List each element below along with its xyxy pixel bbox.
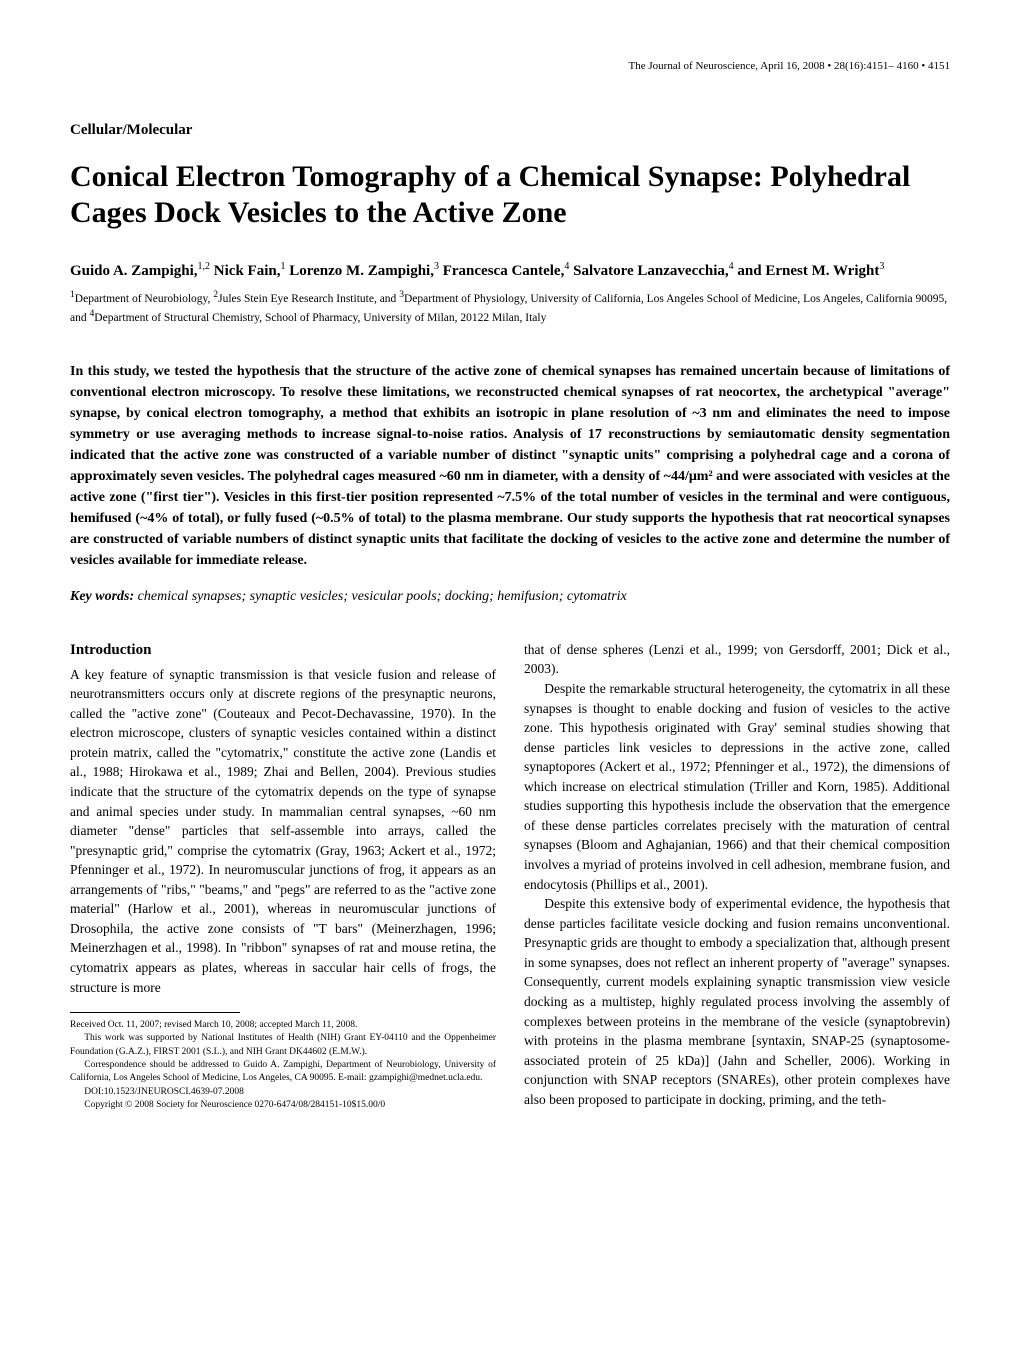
journal-line-text: The Journal of Neuroscience, April 16, 2… xyxy=(629,60,950,72)
body-paragraph: A key feature of synaptic transmission i… xyxy=(70,665,496,998)
footer-received: Received Oct. 11, 2007; revised March 10… xyxy=(70,1019,496,1032)
left-paragraphs: A key feature of synaptic transmission i… xyxy=(70,665,496,998)
right-column: that of dense spheres (Lenzi et al., 199… xyxy=(524,640,950,1112)
article-title: Conical Electron Tomography of a Chemica… xyxy=(70,159,950,231)
section-label: Cellular/Molecular xyxy=(70,122,950,139)
introduction-heading: Introduction xyxy=(70,640,496,662)
two-column-body: Introduction A key feature of synaptic t… xyxy=(70,640,950,1112)
right-paragraphs: that of dense spheres (Lenzi et al., 199… xyxy=(524,640,950,1110)
footer-correspondence: Correspondence should be addressed to Gu… xyxy=(70,1059,496,1086)
journal-header: The Journal of Neuroscience, April 16, 2… xyxy=(70,60,950,72)
keywords-label: Key words: xyxy=(70,589,134,604)
left-column: Introduction A key feature of synaptic t… xyxy=(70,640,496,1112)
body-paragraph: Despite the remarkable structural hetero… xyxy=(524,679,950,894)
affiliations-line: 1Department of Neurobiology, 2Jules Stei… xyxy=(70,288,950,326)
abstract-text: In this study, we tested the hypothesis … xyxy=(70,361,950,571)
footer-doi: DOI:10.1523/JNEUROSCI.4639-07.2008 xyxy=(70,1086,496,1099)
body-paragraph: that of dense spheres (Lenzi et al., 199… xyxy=(524,640,950,679)
footer-funding: This work was supported by National Inst… xyxy=(70,1032,496,1059)
footer-copyright: Copyright © 2008 Society for Neuroscienc… xyxy=(70,1099,496,1112)
keywords-line: Key words: chemical synapses; synaptic v… xyxy=(70,589,950,605)
body-paragraph: Despite this extensive body of experimen… xyxy=(524,894,950,1109)
authors-line: Guido A. Zampighi,1,2 Nick Fain,1 Lorenz… xyxy=(70,261,950,280)
footer-divider xyxy=(70,1012,240,1013)
footer-block: Received Oct. 11, 2007; revised March 10… xyxy=(70,1019,496,1112)
keywords-text: chemical synapses; synaptic vesicles; ve… xyxy=(134,589,627,604)
